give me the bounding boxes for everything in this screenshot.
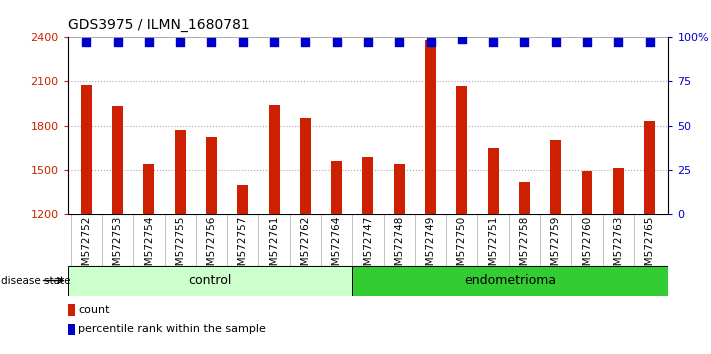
Bar [206, 137, 217, 214]
Bar [352, 266, 668, 296]
Bar [68, 266, 352, 296]
Bar [81, 85, 92, 214]
Bar [613, 169, 624, 214]
Text: GSM572764: GSM572764 [331, 216, 342, 279]
Point [456, 36, 468, 42]
Text: GSM572757: GSM572757 [237, 216, 247, 279]
Point [299, 40, 311, 45]
Point [362, 40, 374, 45]
Point [205, 40, 217, 45]
Point [394, 40, 405, 45]
Text: GSM572758: GSM572758 [520, 216, 530, 279]
Text: GSM572747: GSM572747 [363, 216, 373, 279]
Text: GSM572760: GSM572760 [582, 216, 592, 279]
Point [488, 40, 499, 45]
Point [112, 40, 123, 45]
Point [237, 40, 248, 45]
Text: GSM572759: GSM572759 [551, 216, 561, 279]
Point [425, 40, 437, 45]
Bar [456, 86, 467, 214]
Bar [68, 324, 75, 335]
Point [582, 40, 593, 45]
Text: GSM572748: GSM572748 [394, 216, 405, 279]
Text: GSM572762: GSM572762 [300, 216, 311, 279]
Bar [175, 130, 186, 214]
Text: control: control [188, 274, 232, 287]
Text: GSM572751: GSM572751 [488, 216, 498, 279]
Text: percentile rank within the sample: percentile rank within the sample [78, 324, 266, 334]
Text: GSM572755: GSM572755 [175, 216, 185, 279]
Bar [237, 185, 248, 214]
Text: GSM572750: GSM572750 [456, 216, 467, 279]
Point [143, 40, 154, 45]
Text: GSM572752: GSM572752 [81, 216, 91, 279]
Point [644, 40, 656, 45]
Bar [425, 40, 436, 214]
Text: GSM572753: GSM572753 [112, 216, 122, 279]
Point [80, 40, 92, 45]
Point [174, 40, 186, 45]
Text: count: count [78, 305, 110, 315]
Point [613, 40, 624, 45]
Bar [331, 161, 342, 214]
Bar [644, 121, 655, 214]
Bar [112, 107, 123, 214]
Bar [519, 182, 530, 214]
Point [268, 40, 279, 45]
Text: disease state: disease state [1, 275, 71, 286]
Bar [300, 118, 311, 214]
Bar [363, 156, 373, 214]
Point [331, 40, 342, 45]
Bar [550, 141, 561, 214]
Text: GSM572749: GSM572749 [425, 216, 436, 279]
Text: GDS3975 / ILMN_1680781: GDS3975 / ILMN_1680781 [68, 18, 250, 32]
Bar [582, 171, 592, 214]
Text: GSM572763: GSM572763 [614, 216, 624, 279]
Point [519, 40, 530, 45]
Text: GSM572756: GSM572756 [206, 216, 216, 279]
Point [550, 40, 562, 45]
Bar [68, 304, 75, 316]
Bar [488, 148, 498, 214]
Bar [394, 164, 405, 214]
Bar [144, 164, 154, 214]
Bar [269, 105, 279, 214]
Text: GSM572761: GSM572761 [269, 216, 279, 279]
Text: GSM572754: GSM572754 [144, 216, 154, 279]
Text: endometrioma: endometrioma [464, 274, 557, 287]
Text: GSM572765: GSM572765 [645, 216, 655, 279]
